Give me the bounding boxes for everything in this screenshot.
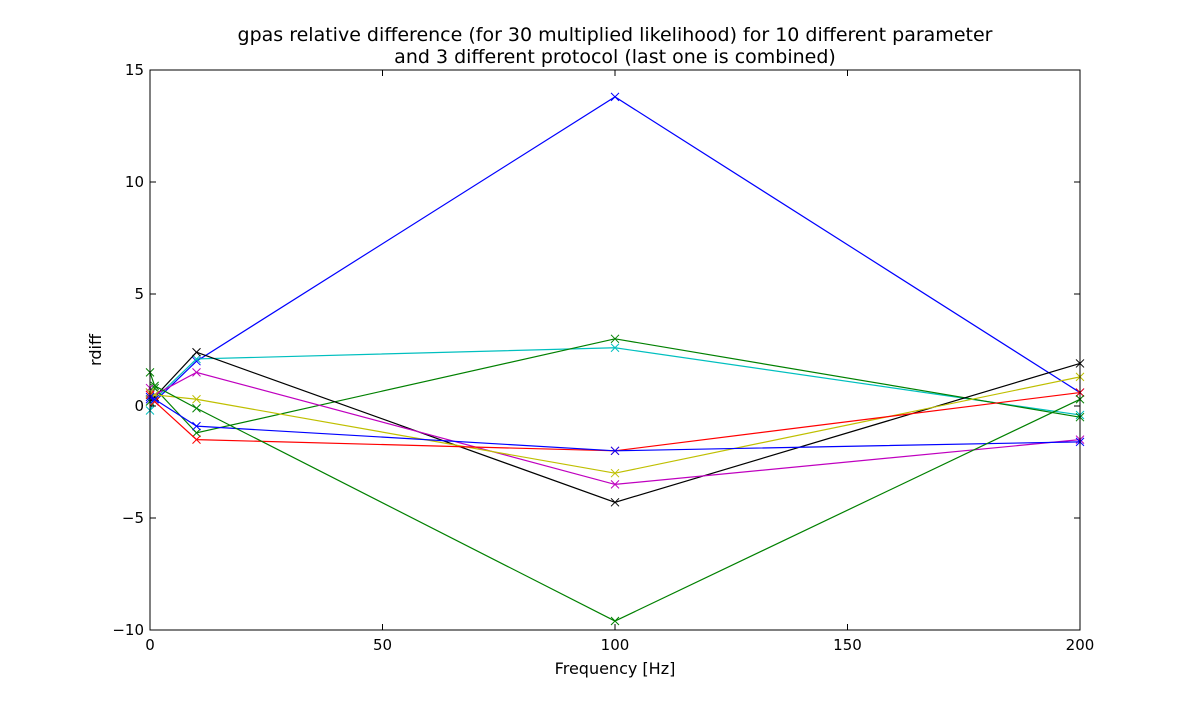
series-4-point: [192, 347, 201, 357]
ticks-layer: 0 50 100 150 200 −10 −5 0 5 10 15: [112, 61, 1094, 654]
series-1-point: [610, 92, 620, 102]
x-tick-label: 50: [373, 636, 392, 654]
x-tick-label: 150: [833, 636, 862, 654]
x-tick-label: 100: [601, 636, 630, 654]
chart-title-line-2: and 3 different protocol (last one is co…: [394, 46, 836, 68]
y-tick-label: −5: [122, 509, 144, 527]
series-9: [145, 368, 1085, 626]
series-2-point: [610, 343, 620, 353]
series-9-point: [192, 403, 201, 413]
y-tick-label: 10: [125, 173, 144, 191]
x-axis-label: Frequency [Hz]: [555, 659, 676, 678]
series-2-point: [192, 354, 201, 364]
x-tick-label: 200: [1066, 636, 1095, 654]
series-6-point: [192, 394, 201, 404]
series-4-point: [610, 497, 620, 507]
series-8-point: [192, 421, 201, 431]
y-axis-label: rdiff: [86, 333, 105, 366]
series-3-point: [192, 428, 201, 438]
plot-background: [150, 70, 1080, 630]
y-tick-label: −10: [112, 621, 144, 639]
series-9-point: [150, 381, 160, 391]
y-tick-label: 5: [134, 285, 144, 303]
y-tick-label: 15: [125, 61, 144, 79]
series-8-point: [610, 446, 620, 456]
y-tick-label: 0: [134, 397, 144, 415]
x-tick-label: 0: [145, 636, 155, 654]
series-7-point: [192, 435, 201, 444]
plot-frame: [149, 69, 1081, 631]
chart-title-line-1: gpas relative difference (for 30 multipl…: [238, 24, 993, 46]
series-3-point: [610, 334, 620, 344]
series-5-point: [192, 368, 201, 377]
series-6-point: [610, 468, 620, 478]
series-5-point: [610, 480, 620, 489]
series-9-point: [610, 616, 620, 626]
series-layer: [145, 92, 1085, 626]
series-8-point: [150, 394, 160, 404]
